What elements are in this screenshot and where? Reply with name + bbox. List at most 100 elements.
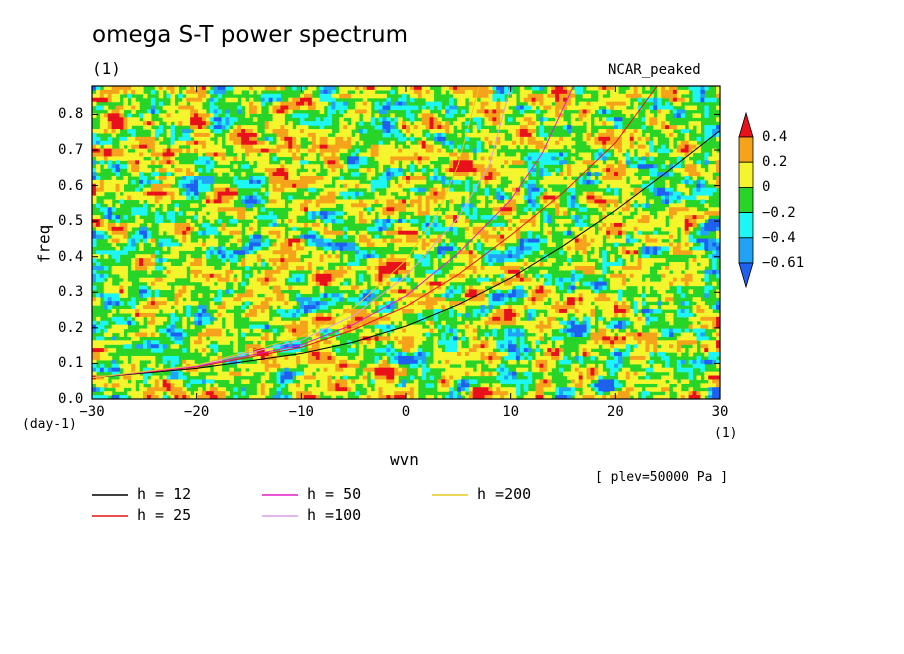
heatmap-cell <box>637 222 643 228</box>
heatmap-cell <box>472 262 478 267</box>
heatmap-cell <box>500 86 505 91</box>
heatmap-cell <box>237 129 242 134</box>
heatmap-cell <box>527 136 533 142</box>
heatmap-cell <box>354 262 360 267</box>
heatmap-cell <box>209 211 215 216</box>
heatmap-cell <box>233 254 238 259</box>
heatmap-cell <box>633 144 639 150</box>
heatmap-cell <box>233 148 238 154</box>
heatmap-cell <box>327 144 333 150</box>
heatmap-cell <box>676 269 682 275</box>
heatmap-cell <box>433 219 438 224</box>
heatmap-cell <box>590 86 595 91</box>
heatmap-cell <box>135 219 140 224</box>
heatmap-cell <box>578 152 584 158</box>
heatmap-cell <box>276 234 281 240</box>
heatmap-cell <box>570 191 576 197</box>
heatmap-cell <box>716 246 720 251</box>
heatmap-cell <box>672 195 678 201</box>
heatmap-cell <box>539 160 544 165</box>
heatmap-cell <box>570 269 576 275</box>
heatmap-cell <box>633 168 639 173</box>
heatmap-cell <box>358 86 364 91</box>
heatmap-cell <box>225 250 230 255</box>
heatmap-cell <box>390 89 395 95</box>
heatmap-cell <box>598 140 603 146</box>
heatmap-cell <box>688 179 694 185</box>
heatmap-cell <box>347 191 352 197</box>
heatmap-cell <box>621 175 627 181</box>
heatmap-cell <box>614 148 619 154</box>
heatmap-cell <box>457 265 462 271</box>
heatmap-cell <box>586 246 592 251</box>
heatmap-cell <box>186 148 191 154</box>
heatmap-cell <box>523 121 529 126</box>
heatmap-cell <box>500 242 505 248</box>
heatmap-cell <box>143 238 148 244</box>
heatmap-cell <box>323 129 329 134</box>
heatmap-cell <box>131 258 136 263</box>
heatmap-cell <box>684 242 690 248</box>
heatmap-cell <box>566 175 572 181</box>
heatmap-cell <box>508 254 513 259</box>
heatmap-cell <box>531 129 537 134</box>
heatmap-cell <box>649 238 654 244</box>
heatmap-cell <box>351 183 356 189</box>
heatmap-cell <box>665 191 670 197</box>
heatmap-cell <box>657 105 662 111</box>
heatmap-cell <box>245 250 250 255</box>
heatmap-cell <box>563 238 568 244</box>
heatmap-cell <box>170 230 176 236</box>
heatmap-cell <box>480 160 486 165</box>
heatmap-cell <box>590 144 595 150</box>
heatmap-cell <box>476 175 482 181</box>
heatmap-cell <box>578 109 584 114</box>
heatmap-cell <box>590 254 595 259</box>
heatmap-cell <box>543 160 548 165</box>
heatmap-cell <box>417 254 423 259</box>
heatmap-cell <box>358 140 364 146</box>
heatmap-cell <box>166 269 172 275</box>
heatmap-cell <box>547 238 552 244</box>
heatmap-cell <box>594 234 599 240</box>
heatmap-cell <box>665 93 670 99</box>
heatmap-cell <box>331 242 336 248</box>
heatmap-cell <box>500 246 505 251</box>
heatmap-cell <box>476 156 482 161</box>
heatmap-cell <box>362 117 368 122</box>
heatmap-cell <box>209 152 215 158</box>
heatmap-cell <box>406 230 411 236</box>
heatmap-cell <box>488 117 493 122</box>
heatmap-cell <box>382 222 387 228</box>
heatmap-cell <box>307 129 313 134</box>
heatmap-cell <box>182 242 187 248</box>
heatmap-cell <box>249 246 254 251</box>
heatmap-cell <box>716 129 720 134</box>
heatmap-cell <box>92 179 97 185</box>
heatmap-cell <box>425 211 431 216</box>
heatmap-cell <box>213 226 219 232</box>
heatmap-cell <box>672 164 678 169</box>
heatmap-cell <box>594 199 599 204</box>
heatmap-cell <box>213 168 219 173</box>
heatmap-cell <box>406 89 411 95</box>
heatmap-cell <box>245 86 250 91</box>
heatmap-cell <box>551 191 556 197</box>
heatmap-cell <box>99 97 105 103</box>
heatmap-cell <box>280 105 285 111</box>
heatmap-cell <box>276 101 281 107</box>
heatmap-cell <box>272 187 278 193</box>
heatmap-cell <box>468 168 474 173</box>
heatmap-cell <box>539 132 544 138</box>
heatmap-cell <box>292 160 297 165</box>
heatmap-cell <box>570 187 576 193</box>
heatmap-cell <box>645 211 650 216</box>
heatmap-cell <box>645 97 650 103</box>
heatmap-cell <box>402 234 407 240</box>
heatmap-cell <box>213 238 219 244</box>
heatmap-cell <box>107 136 113 142</box>
heatmap-cell <box>213 86 219 91</box>
heatmap-cell <box>303 89 309 95</box>
heatmap-cell <box>511 156 517 161</box>
heatmap-cell <box>464 222 470 228</box>
